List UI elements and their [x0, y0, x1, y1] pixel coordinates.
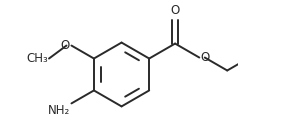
Text: O: O [201, 51, 210, 64]
Text: O: O [60, 39, 70, 52]
Text: O: O [170, 4, 180, 17]
Text: NH₂: NH₂ [48, 104, 70, 117]
Text: CH₃: CH₃ [26, 52, 48, 65]
